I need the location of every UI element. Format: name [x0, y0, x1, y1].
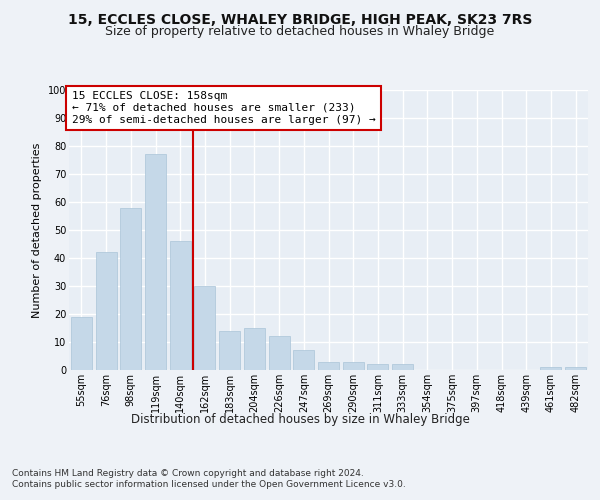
Bar: [170, 241, 191, 370]
Bar: [244, 328, 265, 370]
Bar: [71, 317, 92, 370]
Y-axis label: Number of detached properties: Number of detached properties: [32, 142, 42, 318]
Bar: [120, 208, 141, 370]
Bar: [145, 154, 166, 370]
Bar: [219, 331, 240, 370]
Text: Size of property relative to detached houses in Whaley Bridge: Size of property relative to detached ho…: [106, 25, 494, 38]
Bar: [318, 362, 339, 370]
Text: Contains HM Land Registry data © Crown copyright and database right 2024.: Contains HM Land Registry data © Crown c…: [12, 469, 364, 478]
Bar: [343, 362, 364, 370]
Text: 15 ECCLES CLOSE: 158sqm
← 71% of detached houses are smaller (233)
29% of semi-d: 15 ECCLES CLOSE: 158sqm ← 71% of detache…: [71, 92, 376, 124]
Bar: [392, 364, 413, 370]
Text: 15, ECCLES CLOSE, WHALEY BRIDGE, HIGH PEAK, SK23 7RS: 15, ECCLES CLOSE, WHALEY BRIDGE, HIGH PE…: [68, 12, 532, 26]
Bar: [293, 350, 314, 370]
Text: Distribution of detached houses by size in Whaley Bridge: Distribution of detached houses by size …: [131, 412, 469, 426]
Bar: [95, 252, 116, 370]
Bar: [269, 336, 290, 370]
Bar: [541, 367, 562, 370]
Bar: [367, 364, 388, 370]
Text: Contains public sector information licensed under the Open Government Licence v3: Contains public sector information licen…: [12, 480, 406, 489]
Bar: [194, 286, 215, 370]
Bar: [565, 367, 586, 370]
